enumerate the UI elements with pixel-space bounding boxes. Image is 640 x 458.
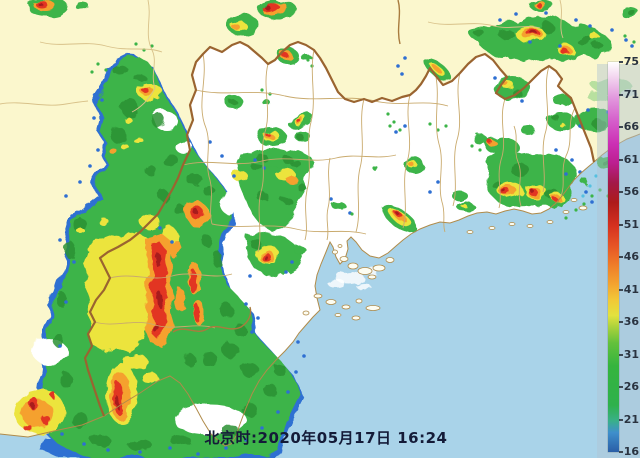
colorbar-tick: 26 xyxy=(619,381,639,393)
reflectivity-colorbar xyxy=(608,62,619,452)
colorbar-tick: 75 xyxy=(619,56,639,68)
colorbar-tick: 41 xyxy=(619,283,639,296)
echo-cell-jiangmen xyxy=(246,232,306,276)
echo-darkred-cores xyxy=(30,208,198,409)
colorbar-tick: 51 xyxy=(619,218,639,231)
colorbar-tick: 31 xyxy=(619,348,639,361)
colorbar-tick: 66 xyxy=(619,121,639,133)
islands xyxy=(302,198,588,321)
echo-small-cells xyxy=(28,0,615,212)
colorbar-tick: 16 xyxy=(619,446,639,458)
county-boundaries xyxy=(94,49,576,329)
echo-cell-delta xyxy=(382,205,418,233)
radar-echo-layer xyxy=(14,0,639,458)
province-border xyxy=(83,40,596,417)
colorbar-tick: 21 xyxy=(619,413,639,426)
colorbar-tick: 61 xyxy=(619,153,639,166)
colorbar-tick: 36 xyxy=(619,316,639,328)
outer-boundaries xyxy=(0,0,621,145)
colorbar-tick: 46 xyxy=(619,251,639,263)
sea-clutter xyxy=(328,268,377,291)
colorbar-tick: 71 xyxy=(619,88,639,101)
echo-dark-green-texture xyxy=(53,65,306,451)
colorbar-tick-labels: 75 71 66 61 56 51 46 41 36 31 26 21 16 xyxy=(619,56,639,458)
colorbar-tick: 56 xyxy=(619,186,639,198)
echo-speckles xyxy=(48,11,636,456)
boundary-layer xyxy=(0,0,640,447)
timestamp-label: 北京时:2020年05月17日 16:24 xyxy=(204,429,448,447)
